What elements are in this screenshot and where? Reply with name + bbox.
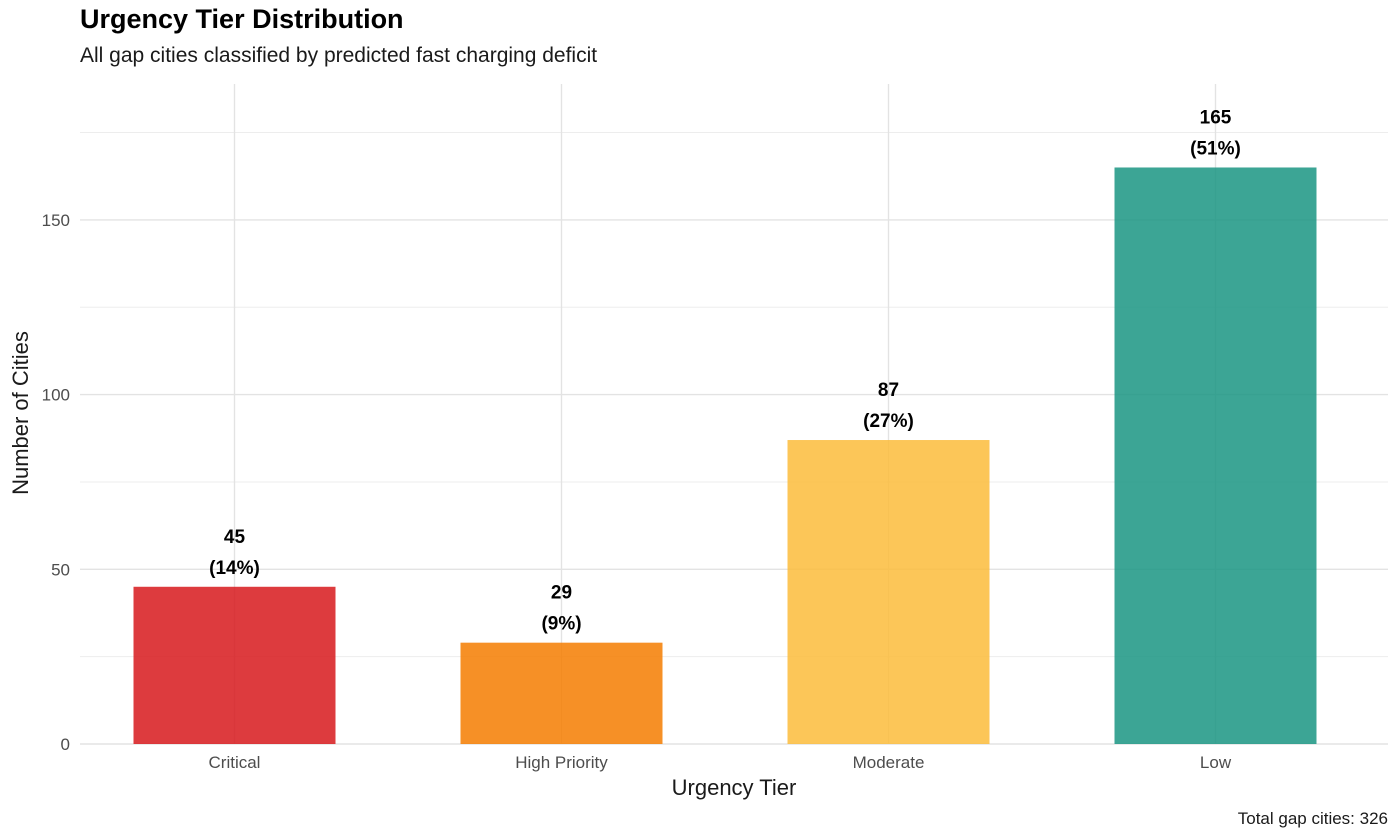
bar-percent-label: (9%) xyxy=(541,614,581,635)
chart-subtitle: All gap cities classified by predicted f… xyxy=(80,44,598,67)
y-axis-ticks: 0 50 100 150 xyxy=(42,211,70,754)
bar-critical xyxy=(133,586,336,744)
y-tick-label: 50 xyxy=(51,560,70,579)
y-axis-title: Number of Cities xyxy=(8,331,33,495)
x-tick-label: High Priority xyxy=(515,753,608,772)
y-tick-label: 150 xyxy=(42,211,70,230)
x-tick-label: Low xyxy=(1200,753,1232,772)
bar-percent-label: (51%) xyxy=(1190,138,1241,159)
x-tick-label: Moderate xyxy=(853,753,925,772)
chart-title: Urgency Tier Distribution xyxy=(80,4,404,34)
data-labels: 45 (14%) 29 (9%) 87 (27%) 165 (51%) xyxy=(209,107,1241,634)
x-axis-ticks: Critical High Priority Moderate Low xyxy=(209,753,1232,772)
bar-high-priority xyxy=(460,642,663,744)
bar-percent-label: (27%) xyxy=(863,411,914,432)
bar-low xyxy=(1114,167,1317,745)
bar-value-label: 87 xyxy=(878,380,899,401)
bars xyxy=(133,167,1317,745)
bar-value-label: 29 xyxy=(551,583,572,604)
bar-value-label: 165 xyxy=(1200,107,1232,128)
x-tick-label: Critical xyxy=(209,753,261,772)
x-axis-title: Urgency Tier xyxy=(672,775,797,800)
bar-moderate xyxy=(787,440,990,744)
y-tick-label: 0 xyxy=(61,735,70,754)
chart-caption: Total gap cities: 326 xyxy=(1238,809,1388,828)
bar-value-label: 45 xyxy=(224,527,246,548)
bar-percent-label: (14%) xyxy=(209,558,260,579)
y-tick-label: 100 xyxy=(42,386,70,405)
